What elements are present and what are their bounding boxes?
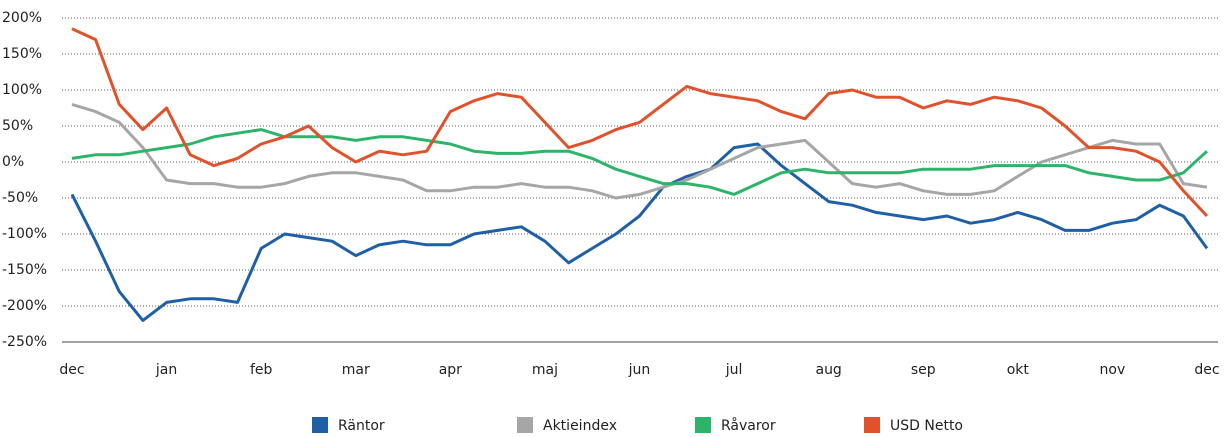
y-tick-label: -250% (2, 334, 47, 350)
y-tick-label: 100% (2, 82, 42, 98)
series-line (71, 102, 1208, 200)
legend-swatch (517, 417, 533, 433)
y-tick-label: -100% (2, 226, 47, 242)
x-tick-label: feb (250, 362, 273, 378)
legend-label: USD Netto (890, 418, 963, 434)
y-tick-label: -200% (2, 298, 47, 314)
legend-swatch (695, 417, 711, 433)
legend-label: Råvaror (721, 417, 776, 434)
legend-label: Räntor (338, 418, 385, 434)
y-tick-label: -150% (2, 262, 47, 278)
y-tick-label: 200% (2, 10, 42, 26)
y-tick-label: 150% (2, 46, 42, 62)
legend-label: Aktieindex (543, 418, 617, 434)
x-tick-label: sep (911, 362, 936, 378)
x-tick-label: mar (342, 362, 370, 378)
x-tick-label: jul (725, 362, 743, 378)
y-tick-label: 0% (2, 154, 24, 170)
x-tick-label: jun (628, 362, 651, 378)
series-line (70, 142, 1209, 322)
x-tick-label: maj (532, 362, 558, 378)
series-line (71, 128, 1209, 196)
x-tick-label: aug (815, 362, 841, 378)
x-tick-label: apr (439, 362, 462, 378)
series-line (71, 27, 1209, 218)
y-tick-label: -50% (2, 190, 38, 206)
x-tick-label: dec (59, 362, 84, 378)
y-tick-label: 50% (2, 118, 33, 134)
legend-swatch (312, 417, 328, 433)
x-tick-label: dec (1194, 362, 1219, 378)
x-tick-label: jan (155, 362, 177, 378)
x-tick-label: okt (1007, 362, 1030, 378)
legend-swatch (864, 417, 880, 433)
x-tick-label: nov (1100, 362, 1126, 378)
